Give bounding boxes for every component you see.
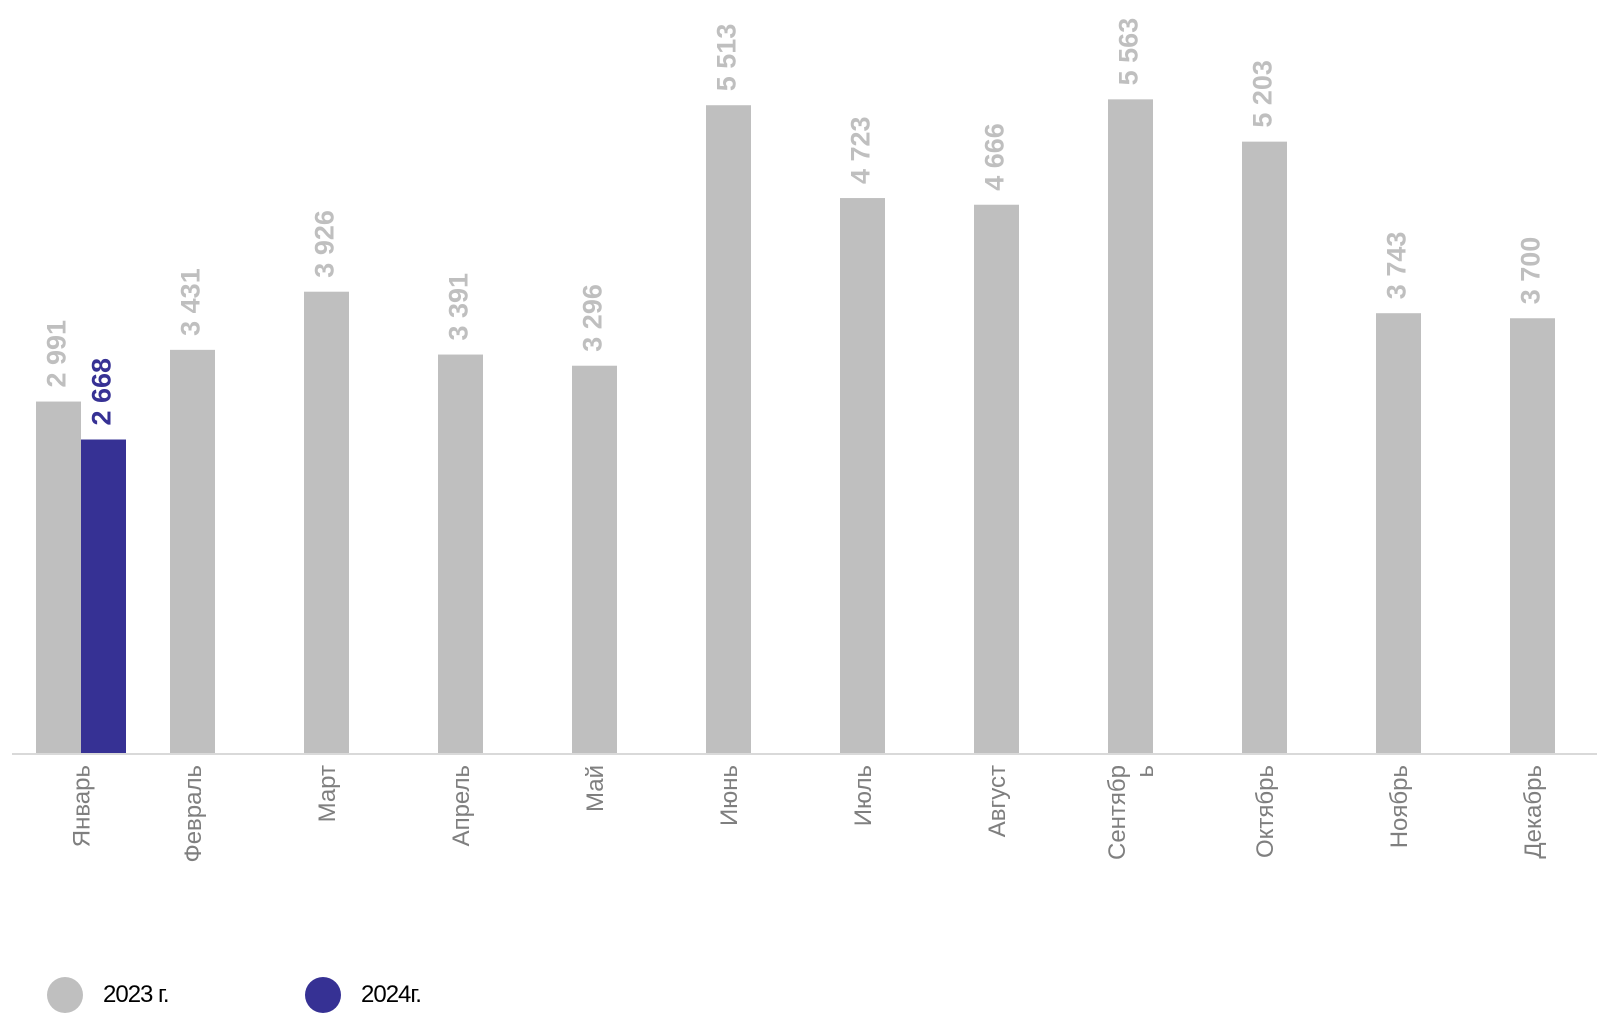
category-label-5: Июнь <box>716 765 743 826</box>
value-label-2023-7: 4 666 <box>980 123 1010 191</box>
legend-item-2023: 2023 г. <box>47 977 305 1013</box>
value-label-2023-1: 3 431 <box>176 268 206 336</box>
value-label-2023-0: 2 991 <box>42 320 72 388</box>
value-label-2023-2: 3 926 <box>310 210 340 278</box>
category-label-2: Март <box>314 765 341 822</box>
category-label-4: Май <box>582 765 609 812</box>
legend-swatch-2023 <box>47 977 83 1013</box>
category-label-line: Февраль <box>180 765 207 863</box>
category-label-6: Июль <box>850 765 877 826</box>
legend-swatch-2024 <box>305 977 341 1013</box>
category-label-line: Ноябрь <box>1386 765 1413 848</box>
value-label-2023-3: 3 391 <box>444 273 474 341</box>
category-label-8: Сентябрь <box>1104 765 1159 860</box>
category-label-line: Март <box>314 765 341 822</box>
category-label-9: Октябрь <box>1252 765 1279 858</box>
value-label-2023-5: 5 513 <box>712 24 742 92</box>
bar-2023-11 <box>1510 318 1555 753</box>
bar-2023-5 <box>706 105 751 753</box>
value-label-2023-10: 3 743 <box>1382 232 1412 300</box>
category-label-line: Июнь <box>716 765 743 826</box>
value-label-2023-4: 3 296 <box>578 284 608 352</box>
category-label-line: Октябрь <box>1252 765 1279 858</box>
category-label-3: Апрель <box>448 765 475 846</box>
legend-item-2024: 2024г. <box>305 977 422 1013</box>
value-label-2023-6: 4 723 <box>846 116 876 184</box>
value-label-2023-11: 3 700 <box>1516 237 1546 305</box>
value-labels-layer: 2 991 2 668 3 431 3 926 3 391 3 296 5 513 4 723… <box>42 18 1546 426</box>
bar-2023-0 <box>36 401 81 753</box>
category-labels-layer: Январь Февраль Март Апрель Май Июнь Июль Август… <box>68 765 1547 863</box>
category-label-line: ь <box>1132 765 1159 778</box>
bar-2023-7 <box>974 204 1019 753</box>
bar-2023-8 <box>1108 99 1153 753</box>
bar-2023-6 <box>840 198 885 754</box>
bar-2023-10 <box>1376 313 1421 753</box>
value-label-2024-0: 2 668 <box>87 358 117 426</box>
category-label-line: Апрель <box>448 765 475 846</box>
legend-label-2024: 2024г. <box>361 981 422 1008</box>
value-label-2023-8: 5 563 <box>1114 18 1144 86</box>
legend: 2023 г. 2024г. <box>47 977 422 1013</box>
value-label-2023-9: 5 203 <box>1248 60 1278 128</box>
legend-label-2023: 2023 г. <box>103 981 170 1008</box>
bar-2023-9 <box>1242 141 1287 753</box>
bar-2023-3 <box>438 354 483 753</box>
bar-2023-2 <box>304 291 349 753</box>
category-label-line: Август <box>984 765 1011 837</box>
category-label-line: Май <box>582 765 609 812</box>
category-label-line: Январь <box>68 765 95 847</box>
category-label-line: Декабрь <box>1520 765 1547 859</box>
category-label-line: Сентябр <box>1104 765 1131 860</box>
bar-2023-1 <box>170 349 215 753</box>
category-label-line: Июль <box>850 765 877 826</box>
category-label-1: Февраль <box>180 765 207 863</box>
bar-2023-4 <box>572 365 617 753</box>
category-label-0: Январь <box>68 765 95 847</box>
bars-layer <box>36 99 1555 754</box>
category-label-7: Август <box>984 765 1011 837</box>
category-label-10: Ноябрь <box>1386 765 1413 848</box>
category-label-11: Декабрь <box>1520 765 1547 859</box>
bar-2024-0 <box>81 439 126 753</box>
